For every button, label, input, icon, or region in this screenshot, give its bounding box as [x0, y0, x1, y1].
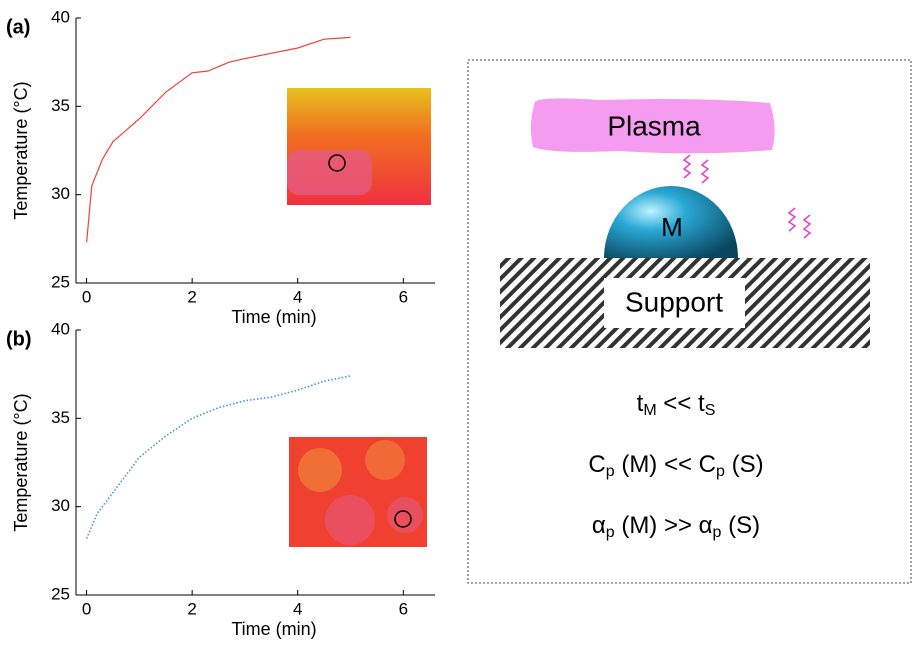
x-tick-label: 2 — [187, 599, 196, 618]
figure: Plasma Support M tM << tSCp (M) << Cp (S… — [0, 0, 914, 644]
subscript: p — [606, 524, 615, 541]
y-tick-label: 40 — [51, 7, 70, 26]
x-axis-label: Time (min) — [231, 307, 316, 327]
equation-part: << t — [657, 390, 705, 417]
y-tick-label: 30 — [51, 496, 70, 515]
subscript: M — [643, 402, 656, 419]
support-label: Support — [625, 286, 723, 317]
equation: αp (M) >> αp (S) — [592, 512, 760, 541]
equation-part: (S) — [725, 451, 764, 478]
x-tick-label: 6 — [399, 287, 408, 306]
x-tick-label: 0 — [82, 287, 91, 306]
thermal-image-a — [287, 88, 431, 205]
subscript: p — [713, 524, 722, 541]
x-tick-label: 0 — [82, 599, 91, 618]
subscript: S — [705, 402, 716, 419]
equation-part: C — [588, 451, 605, 478]
x-tick-label: 4 — [293, 287, 302, 306]
subscript: p — [606, 463, 615, 480]
subscript: p — [716, 463, 725, 480]
x-axis-label: Time (min) — [231, 619, 316, 639]
x-tick-label: 2 — [187, 287, 196, 306]
y-tick-label: 25 — [51, 584, 70, 603]
panel-label: (b) — [6, 328, 32, 350]
y-tick-label: 30 — [51, 184, 70, 203]
y-tick-label: 35 — [51, 408, 70, 427]
plasma-label: Plasma — [607, 110, 701, 141]
equation-part: (S) — [721, 512, 760, 539]
panel-label: (a) — [6, 16, 30, 38]
particle-label: M — [661, 212, 683, 242]
y-tick-label: 25 — [51, 272, 70, 291]
equation-part: (M) << C — [615, 451, 716, 478]
y-axis-label: Temperature (°C) — [11, 81, 31, 219]
equation: tM << tS — [637, 390, 716, 419]
equation-part: (M) >> α — [615, 512, 713, 539]
x-tick-label: 6 — [399, 599, 408, 618]
equation: Cp (M) << Cp (S) — [588, 451, 763, 480]
thermal-image-b — [289, 437, 427, 547]
y-tick-label: 35 — [51, 96, 70, 115]
equation-part: α — [592, 512, 606, 539]
y-axis-label: Temperature (°C) — [11, 393, 31, 531]
y-tick-label: 40 — [51, 319, 70, 338]
x-tick-label: 4 — [293, 599, 302, 618]
